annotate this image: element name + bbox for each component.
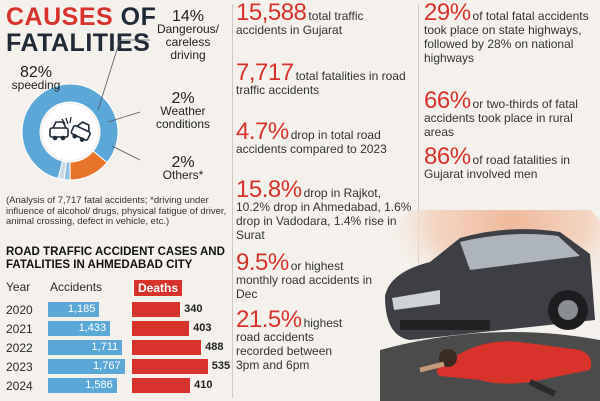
pie-label-speeding: 82% speeding <box>11 64 61 92</box>
stat-rural: 66% or two-thirds of fatal accidents took… <box>424 87 578 140</box>
deaths-value-label: 535 <box>211 360 231 372</box>
accidents-bar: 1,586 <box>48 378 117 393</box>
deaths-bar: 488 <box>132 340 223 355</box>
accidents-bar: 1,767 <box>48 359 125 374</box>
pie-label-dangerous: 14% Dangerous/ careless driving <box>156 8 220 62</box>
donut-center <box>42 104 98 160</box>
accidents-bar: 1,433 <box>48 321 111 336</box>
divider-right <box>418 4 419 398</box>
stat-highways: 29% of total fatal accidents took place o… <box>424 0 589 66</box>
title-causes: CAUSES <box>6 3 114 31</box>
deaths-value-label: 488 <box>205 341 224 353</box>
stat-monthly: 9.5% or highest monthly road accidents in… <box>236 249 373 302</box>
bar-chart-title: ROAD TRAFFIC ACCIDENT CASES AND FATALITI… <box>6 246 225 271</box>
title-of: OF <box>120 3 157 31</box>
stat-drop-cities: 15.8% drop in Rajkot, 10.2% drop in Ahmed… <box>236 176 412 243</box>
victim-icon <box>436 341 592 384</box>
stat-total-accidents: 15,588 total traffic accidents in Gujarat <box>236 0 364 38</box>
crash-illustration <box>380 210 600 401</box>
header-year: Year <box>6 280 31 294</box>
stat-men: 86% of road fatalities in Gujarat involve… <box>424 143 570 182</box>
deaths-bar: 535 <box>132 359 230 374</box>
deaths-value-label: 403 <box>193 322 212 334</box>
title-fatalities: FATALITIES <box>6 29 151 57</box>
deaths-value-label: 340 <box>184 303 203 315</box>
deaths-bar: 410 <box>132 378 212 393</box>
pie-label-others: 2% Others* <box>162 154 204 182</box>
year-label: 2021 <box>6 322 33 336</box>
accidents-bar: 1,711 <box>48 340 123 355</box>
causes-donut-chart <box>21 39 150 181</box>
stat-time: 21.5% highest road accidents recorded bet… <box>236 306 343 373</box>
divider-left <box>232 4 233 398</box>
analysis-note: (Analysis of 7,717 fatal accidents; *dri… <box>6 195 227 227</box>
deaths-value-label: 410 <box>194 379 213 391</box>
pie-label-weather: 2% Weather conditions <box>155 90 211 131</box>
header-deaths: Deaths <box>134 280 183 296</box>
year-label: 2023 <box>6 360 33 374</box>
accidents-bar: 1,185 <box>48 302 100 317</box>
stat-drop-total: 4.7% drop in total road accidents compare… <box>236 118 387 157</box>
year-label: 2022 <box>6 341 33 355</box>
deaths-bar: 403 <box>132 321 211 336</box>
header-accidents: Accidents <box>50 280 103 294</box>
donut-slice-speeding <box>21 83 119 180</box>
stat-total-fatalities: 7,717 total fatalities in road traffic ac… <box>236 59 406 98</box>
car-crash-icon <box>49 116 91 142</box>
year-label: 2024 <box>6 379 33 393</box>
deaths-bar: 340 <box>132 302 203 317</box>
page-title: CAUSES OF FATALITIES <box>6 4 156 56</box>
year-label: 2020 <box>6 303 33 317</box>
donut-slice-others <box>57 160 67 181</box>
